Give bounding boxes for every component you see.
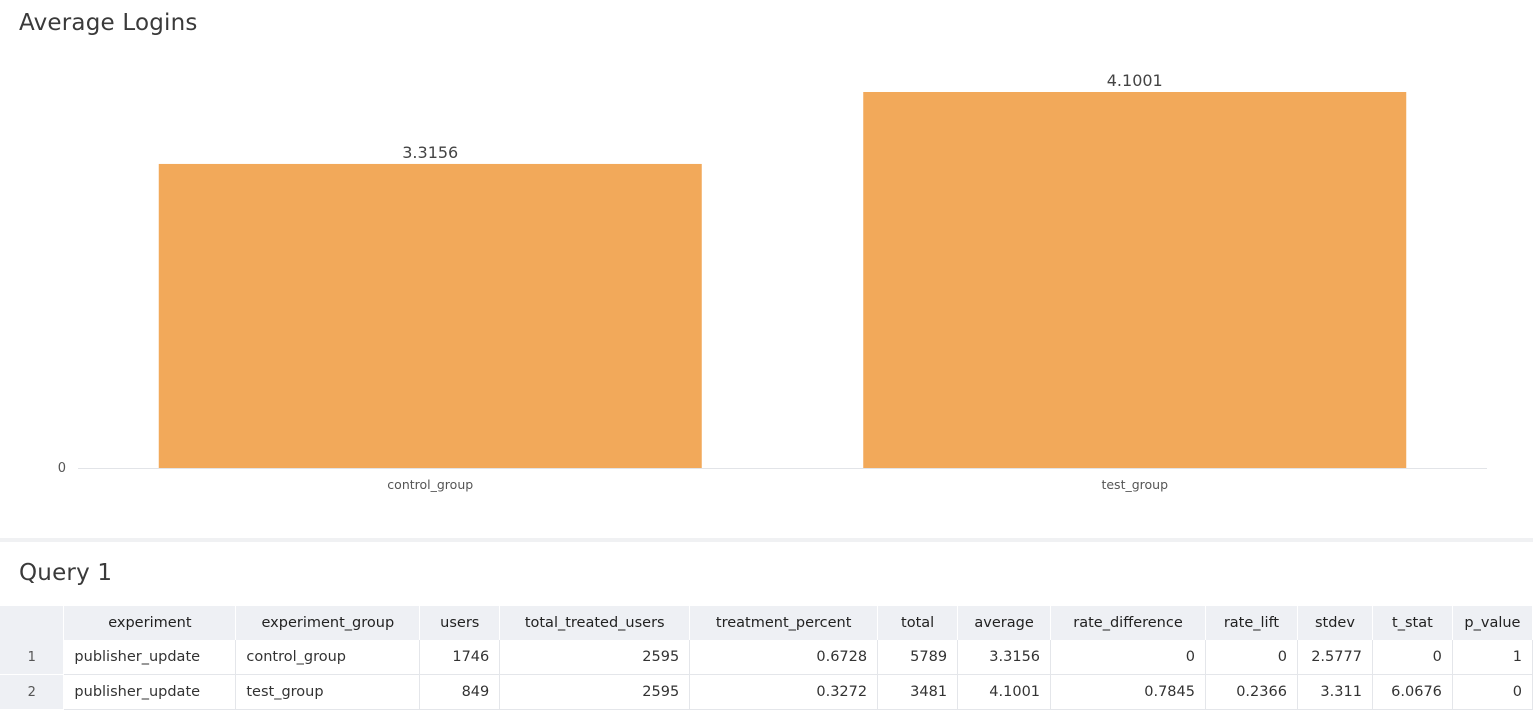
column-header-total[interactable]: total: [877, 606, 959, 640]
column-header-users[interactable]: users: [419, 606, 501, 640]
column-header-rate_lift[interactable]: rate_lift: [1205, 606, 1298, 640]
table-cell-t_stat: 0: [1372, 640, 1453, 675]
table-cell-rate_lift: 0.2366: [1205, 674, 1298, 710]
column-header-experiment_group[interactable]: experiment_group: [235, 606, 421, 640]
table-cell-experiment_group: control_group: [235, 640, 421, 675]
table-cell-rate_difference: 0.7845: [1050, 674, 1206, 710]
table-cell-experiment_group: test_group: [235, 674, 421, 710]
row-index: 2: [0, 674, 65, 710]
column-header-t_stat[interactable]: t_stat: [1372, 606, 1453, 640]
table-cell-total_treated_users: 2595: [499, 640, 691, 675]
chart-title: Average Logins: [19, 10, 198, 36]
panel-divider: [0, 538, 1533, 542]
x-tick-label: test_group: [1101, 477, 1168, 492]
column-header-p_value[interactable]: p_value: [1452, 606, 1533, 640]
column-header-average[interactable]: average: [957, 606, 1052, 640]
table-cell-stdev: 3.311: [1297, 674, 1373, 710]
results-table: experiment experiment_group users total_tre…: [0, 606, 1533, 710]
table-cell-total_treated_users: 2595: [499, 674, 691, 710]
table-cell-average: 3.3156: [957, 640, 1052, 675]
column-header-rate_difference[interactable]: rate_difference: [1050, 606, 1206, 640]
results-table-wrap: experiment experiment_group users total_tre…: [0, 606, 1533, 710]
table-row[interactable]: 2 publisher_update test_group 849 2595 0.3272…: [0, 674, 1533, 710]
table-cell-rate_difference: 0: [1050, 640, 1206, 675]
table-cell-users: 1746: [419, 640, 501, 675]
table-cell-experiment: publisher_update: [63, 640, 237, 675]
table-cell-users: 849: [419, 674, 501, 710]
column-header-experiment[interactable]: experiment: [63, 606, 237, 640]
table-cell-t_stat: 6.0676: [1372, 674, 1453, 710]
table-cell-treatment_percent: 0.6728: [689, 640, 879, 675]
table-cell-treatment_percent: 0.3272: [689, 674, 879, 710]
table-cell-stdev: 2.5777: [1297, 640, 1373, 675]
bar-chart: 0 3.3156 control_group 4.1001 test_group: [58, 71, 1487, 492]
table-cell-average: 4.1001: [957, 674, 1052, 710]
table-cell-total: 3481: [877, 674, 959, 710]
row-index-header[interactable]: [0, 606, 65, 640]
column-header-treatment_percent[interactable]: treatment_percent: [689, 606, 879, 640]
table-row[interactable]: 1 publisher_update control_group 1746 2595 0.…: [0, 640, 1533, 675]
bar-control_group[interactable]: [158, 163, 702, 469]
table-cell-rate_lift: 0: [1205, 640, 1298, 675]
table-cell-experiment: publisher_update: [63, 674, 237, 710]
row-index: 1: [0, 640, 65, 675]
bar-data-label: 3.3156: [402, 143, 458, 162]
bar-data-label: 4.1001: [1107, 71, 1163, 90]
table-header-row: experiment experiment_group users total_tre…: [0, 606, 1533, 640]
table-cell-p_value: 1: [1452, 640, 1533, 675]
table-cell-p_value: 0: [1452, 674, 1533, 710]
x-tick-label: control_group: [387, 477, 473, 492]
y-tick-label: 0: [58, 461, 66, 476]
column-header-total_treated_users[interactable]: total_treated_users: [499, 606, 691, 640]
bar-test_group[interactable]: [863, 92, 1407, 468]
column-header-stdev[interactable]: stdev: [1297, 606, 1373, 640]
query-title: Query 1: [19, 560, 113, 586]
table-cell-total: 5789: [877, 640, 959, 675]
